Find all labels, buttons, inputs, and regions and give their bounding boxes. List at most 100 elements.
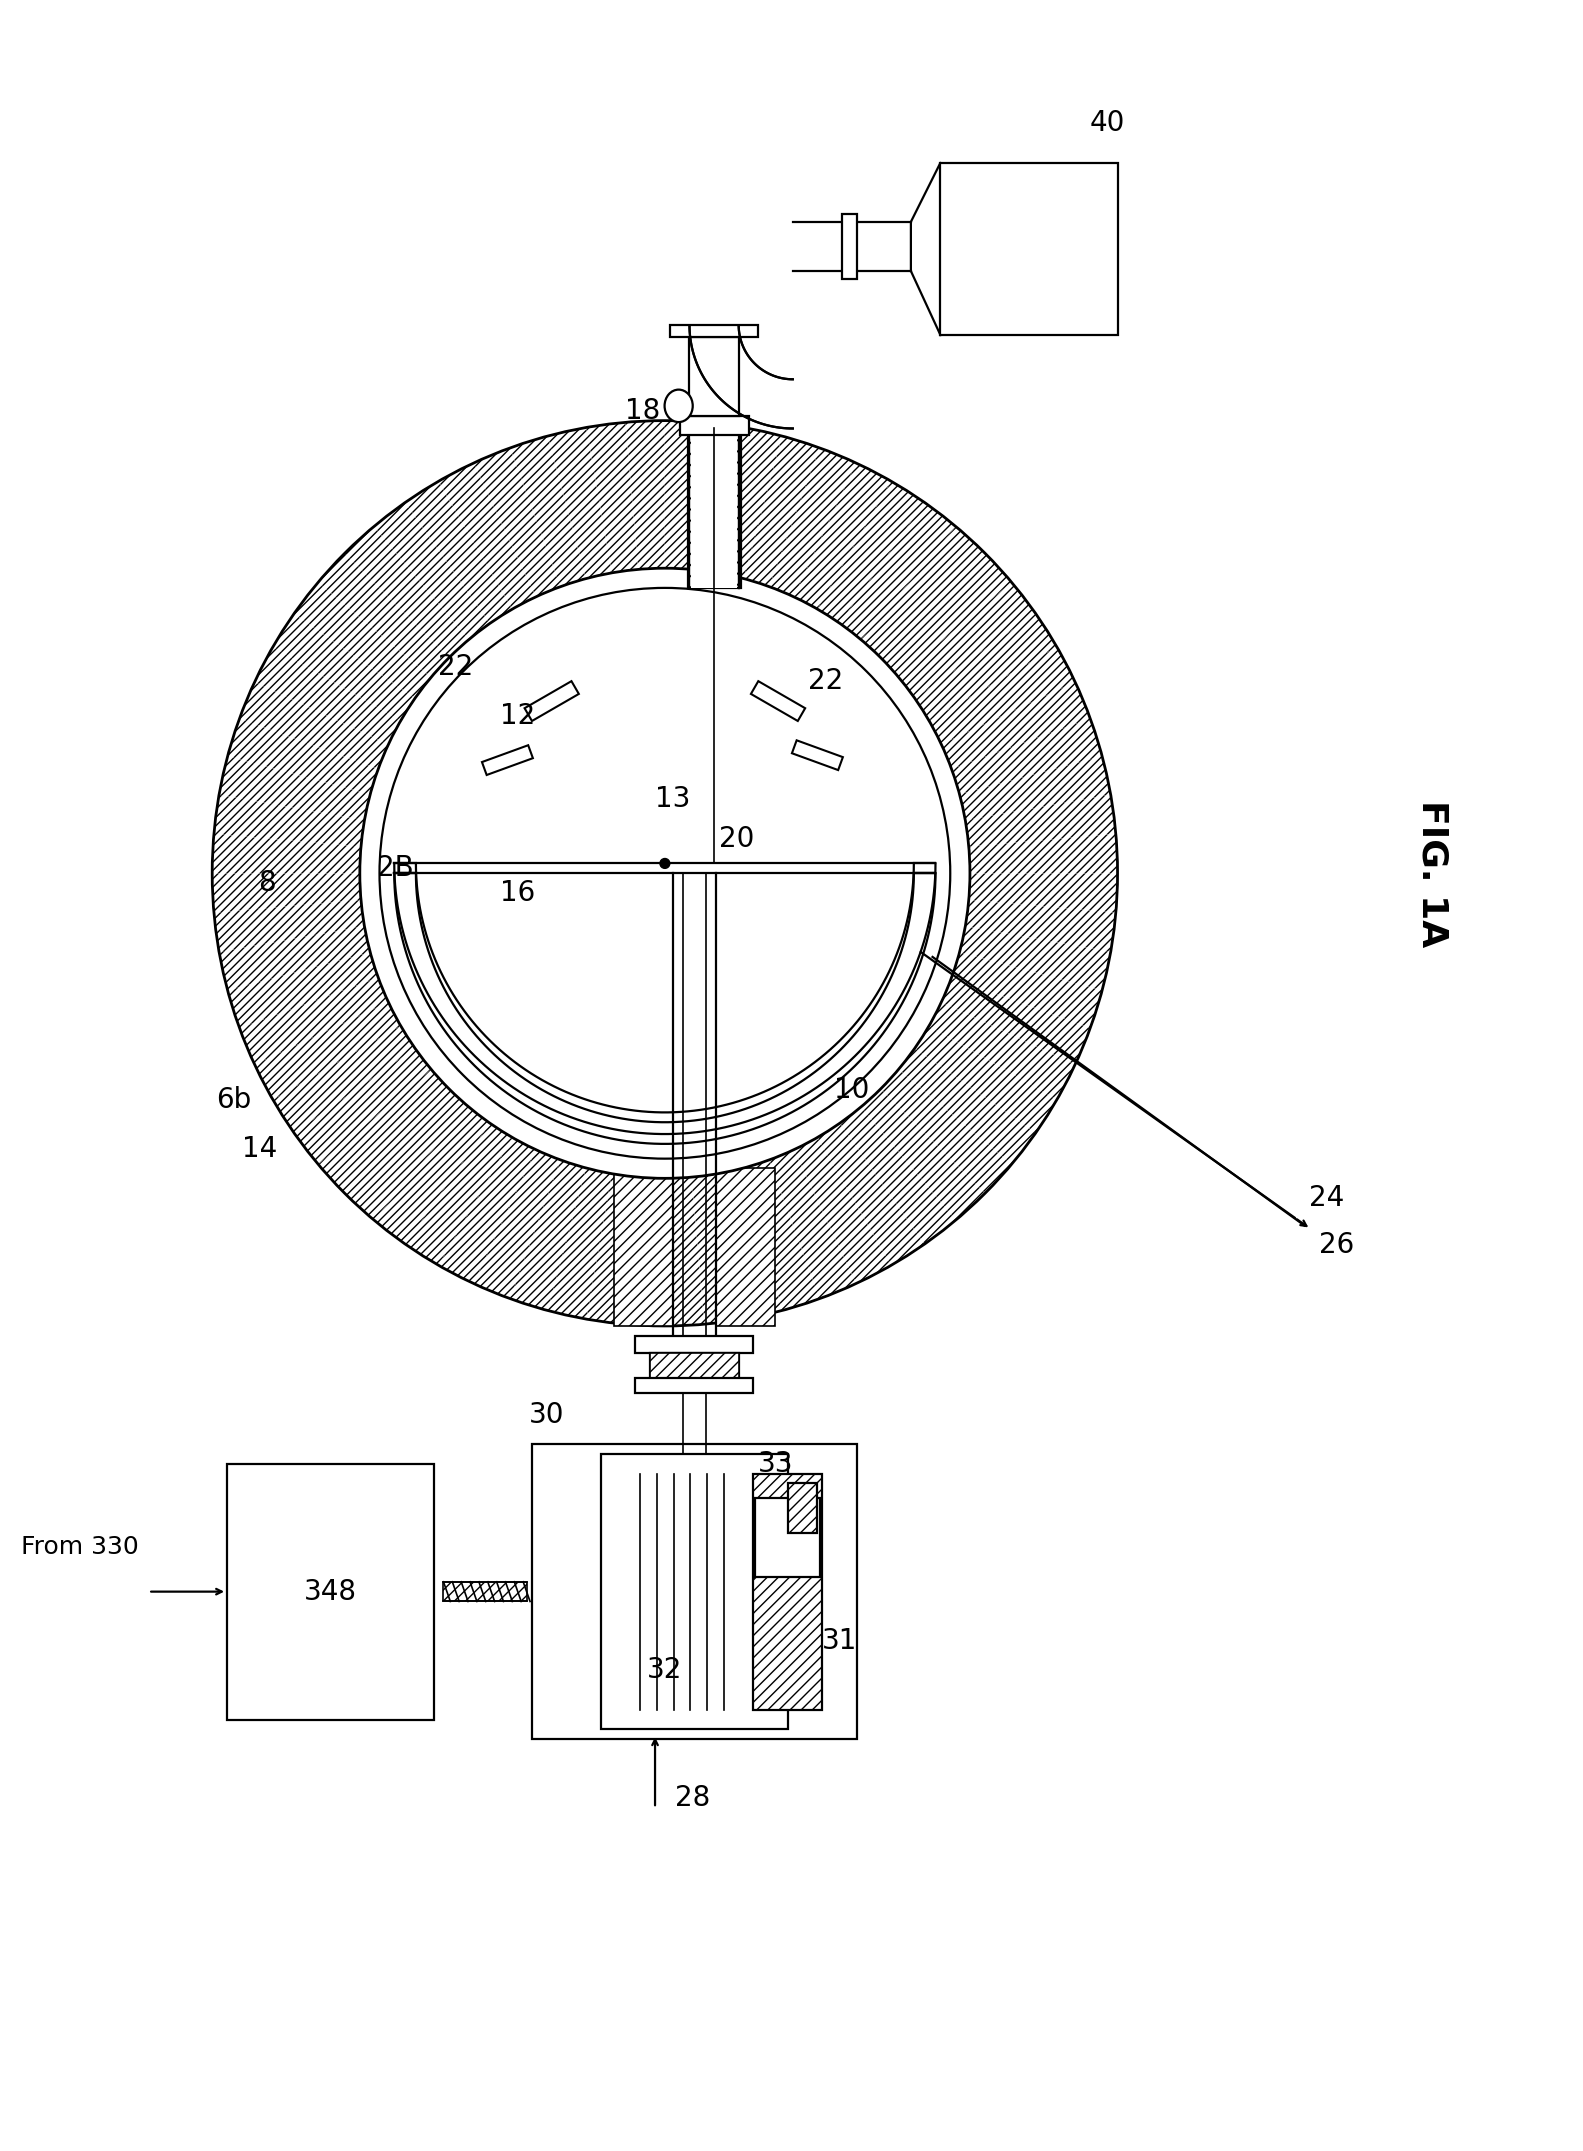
Bar [614, 1168, 673, 1325]
Bar [635, 1379, 754, 1394]
Wedge shape [744, 437, 820, 587]
Wedge shape [969, 835, 1118, 873]
Wedge shape [214, 794, 364, 847]
Wedge shape [510, 1159, 586, 1310]
Wedge shape [744, 1159, 820, 1310]
Bar [690, 338, 739, 415]
Wedge shape [255, 647, 400, 744]
Text: 10: 10 [834, 1076, 869, 1103]
Polygon shape [793, 222, 910, 271]
Text: 22: 22 [807, 667, 842, 695]
Wedge shape [966, 899, 1116, 953]
Polygon shape [792, 740, 842, 770]
Bar [651, 1353, 739, 1379]
Wedge shape [272, 1026, 415, 1134]
Wedge shape [586, 422, 638, 572]
Bar [226, 1463, 434, 1719]
Wedge shape [717, 1168, 782, 1319]
Wedge shape [228, 718, 378, 794]
Text: 14: 14 [242, 1136, 277, 1164]
Polygon shape [690, 325, 793, 428]
Wedge shape [951, 953, 1102, 1028]
Wedge shape [915, 613, 1057, 721]
Wedge shape [817, 1123, 924, 1265]
Text: From 330: From 330 [21, 1536, 138, 1559]
Text: 26: 26 [1319, 1230, 1355, 1258]
Bar [532, 1443, 856, 1740]
Ellipse shape [665, 389, 693, 422]
Wedge shape [212, 835, 361, 873]
Bar [788, 1484, 817, 1534]
Polygon shape [750, 682, 806, 721]
Circle shape [359, 568, 970, 1179]
Text: 33: 33 [758, 1450, 793, 1478]
Wedge shape [318, 1069, 450, 1194]
Polygon shape [524, 682, 579, 721]
Text: 348: 348 [304, 1577, 356, 1605]
Wedge shape [438, 462, 537, 609]
Wedge shape [218, 927, 370, 989]
Polygon shape [394, 873, 936, 1144]
Wedge shape [239, 977, 388, 1065]
Wedge shape [929, 1002, 1075, 1099]
Wedge shape [473, 1151, 560, 1299]
Text: 28: 28 [674, 1785, 709, 1813]
Text: 6b: 6b [217, 1086, 252, 1114]
Text: 13: 13 [655, 785, 690, 813]
Wedge shape [345, 527, 469, 658]
Wedge shape [548, 1168, 613, 1319]
Bar [842, 213, 856, 280]
Bar [754, 1473, 822, 1710]
Text: 16: 16 [500, 880, 535, 908]
Wedge shape [218, 757, 370, 820]
Bar [692, 430, 736, 587]
Wedge shape [899, 1048, 1035, 1164]
Bar [679, 415, 749, 435]
Bar [687, 430, 741, 587]
Wedge shape [405, 482, 513, 624]
Text: 32: 32 [647, 1656, 682, 1684]
Text: 40: 40 [1091, 110, 1126, 138]
Polygon shape [481, 744, 533, 774]
Wedge shape [841, 1108, 956, 1243]
Text: 2B: 2B [377, 854, 413, 882]
Wedge shape [438, 1138, 537, 1284]
Text: 22: 22 [438, 652, 473, 680]
Wedge shape [586, 1174, 638, 1325]
Bar [755, 1497, 820, 1577]
Bar [670, 325, 758, 338]
Bar [651, 1353, 739, 1379]
Wedge shape [769, 447, 856, 596]
Wedge shape [969, 873, 1118, 912]
Wedge shape [665, 1177, 704, 1325]
Wedge shape [345, 1088, 469, 1220]
Wedge shape [255, 1002, 400, 1099]
Wedge shape [374, 1108, 489, 1243]
Wedge shape [272, 613, 415, 721]
Text: 24: 24 [1309, 1183, 1344, 1211]
Wedge shape [899, 583, 1035, 699]
Wedge shape [880, 1069, 1012, 1194]
Wedge shape [915, 1026, 1057, 1134]
Wedge shape [692, 422, 744, 572]
Wedge shape [793, 462, 891, 609]
Wedge shape [625, 422, 665, 570]
Wedge shape [294, 583, 431, 699]
Wedge shape [793, 1138, 891, 1284]
Polygon shape [910, 163, 940, 336]
Wedge shape [374, 503, 489, 639]
Wedge shape [841, 503, 956, 639]
Wedge shape [942, 977, 1091, 1065]
Text: 31: 31 [822, 1626, 858, 1654]
Wedge shape [880, 553, 1012, 678]
Wedge shape [294, 1048, 431, 1164]
Text: 8: 8 [258, 869, 275, 897]
Text: 30: 30 [529, 1400, 565, 1428]
Wedge shape [861, 1088, 985, 1220]
Wedge shape [318, 553, 450, 678]
Wedge shape [548, 428, 613, 579]
Wedge shape [966, 794, 1116, 847]
Wedge shape [214, 899, 364, 953]
Wedge shape [692, 1174, 744, 1325]
Bar [602, 1454, 788, 1729]
